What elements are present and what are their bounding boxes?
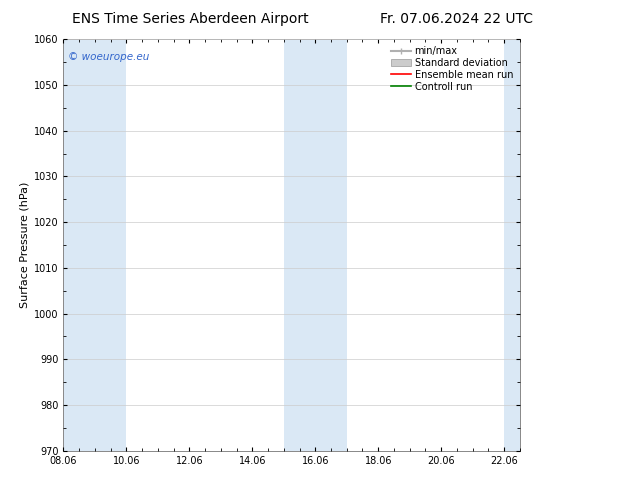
Bar — [63, 39, 95, 451]
Bar — [95, 39, 126, 451]
Text: © woeurope.eu: © woeurope.eu — [68, 51, 150, 62]
Bar — [504, 39, 520, 451]
Text: ENS Time Series Aberdeen Airport: ENS Time Series Aberdeen Airport — [72, 12, 309, 26]
Legend: min/max, Standard deviation, Ensemble mean run, Controll run: min/max, Standard deviation, Ensemble me… — [389, 44, 515, 94]
Y-axis label: Surface Pressure (hPa): Surface Pressure (hPa) — [20, 182, 30, 308]
Bar — [284, 39, 347, 451]
Text: Fr. 07.06.2024 22 UTC: Fr. 07.06.2024 22 UTC — [380, 12, 533, 26]
